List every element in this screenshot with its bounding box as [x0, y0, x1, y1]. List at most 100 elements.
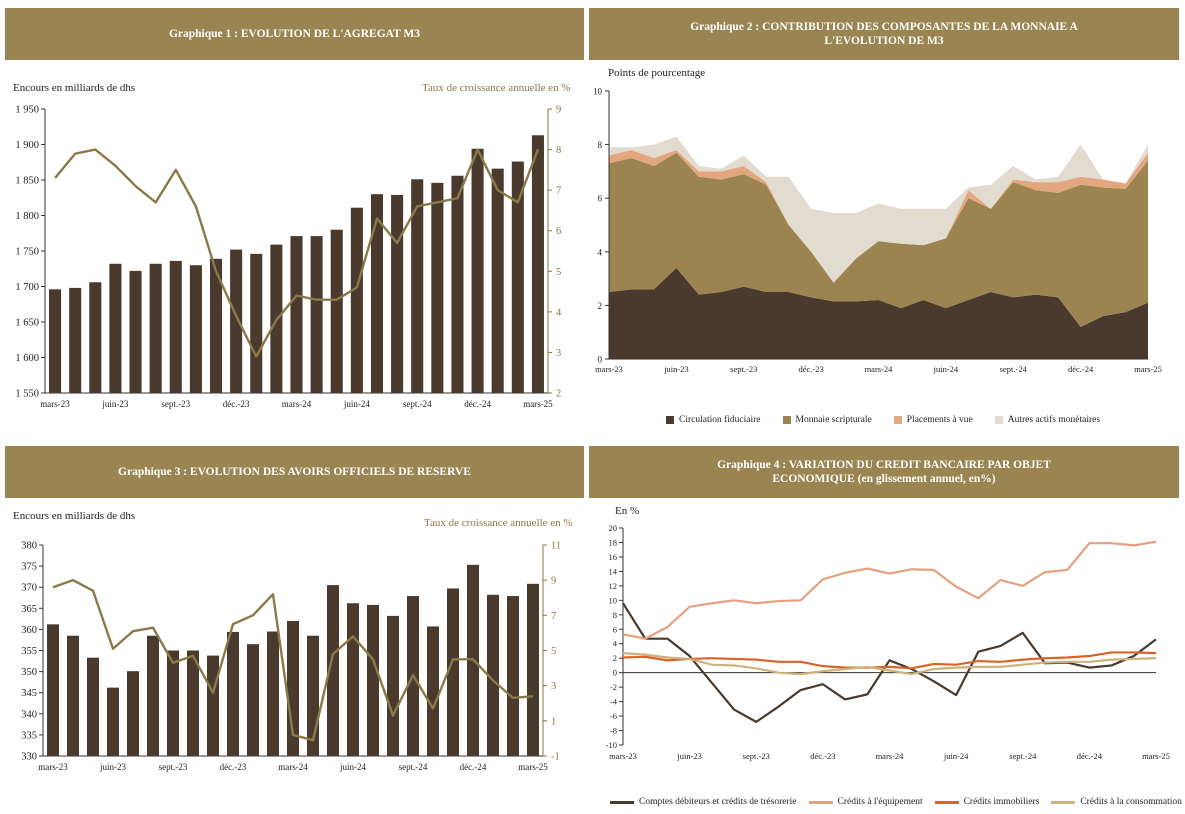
y-tick-label: -4	[610, 697, 618, 707]
bar	[250, 253, 263, 393]
chart2-legend-label: Circulation fiduciaire	[679, 415, 761, 425]
bar	[169, 260, 182, 393]
bar	[107, 687, 119, 756]
y-tick-label: 8	[598, 140, 603, 150]
chart2-legend-item: Monnaie scripturale	[782, 415, 872, 425]
y-tick-label: 330	[21, 752, 37, 763]
y-tick-label: 1 600	[15, 353, 39, 364]
y-tick-label: -2	[610, 682, 617, 692]
y-tick-label: 345	[21, 688, 37, 699]
area-series	[609, 136, 1148, 283]
x-tick-label: sept.-24	[399, 762, 428, 772]
bar	[230, 249, 243, 393]
y-tick-label: 4	[613, 639, 618, 649]
y2-tick-label: 5	[556, 267, 561, 278]
chart4-plot: -10 -8 -6 -4 -2 0 2 4 6 8 10 12 14 16 18 20 mars-23 juin-…	[606, 523, 1170, 761]
bar	[527, 583, 539, 756]
x-tick-label: déc.-23	[810, 751, 835, 761]
y-tick-label: 370	[21, 583, 37, 594]
bar	[49, 289, 62, 393]
x-tick-label: mars-25	[523, 399, 553, 409]
chart4-legend-label: Crédits à l'équipement	[837, 797, 923, 807]
bar	[511, 161, 524, 393]
x-tick-label: juin-24	[343, 399, 370, 409]
bar	[149, 263, 162, 393]
y-tick-label: 335	[21, 730, 37, 741]
bar	[347, 603, 359, 756]
bar	[487, 594, 499, 756]
y-tick-label: 340	[21, 709, 37, 720]
bar	[370, 194, 384, 393]
chart4-title: Graphique 4 : VARIATION DU CREDIT BANCAI…	[589, 446, 1179, 498]
y-tick-label: 10	[609, 595, 618, 605]
chart1-ylabel: Encours en milliards de dhs	[13, 82, 136, 94]
y2-tick-label: 3	[556, 348, 561, 359]
x-tick-label: juin-23	[101, 399, 128, 409]
x-tick-label: mars-23	[38, 762, 68, 772]
bar	[290, 236, 303, 393]
bar	[227, 631, 239, 756]
y-tick-label: 16	[609, 552, 618, 562]
series-line	[622, 651, 1157, 670]
x-tick-label: juin-23	[99, 762, 126, 772]
x-tick-label: sept.-23	[743, 751, 770, 761]
growth-line	[52, 578, 534, 742]
x-tick-label: déc.-24	[464, 399, 491, 409]
y2-tick-label: 7	[551, 611, 556, 622]
y-tick-label: 0	[613, 668, 617, 678]
bar	[427, 626, 439, 756]
bar	[147, 635, 159, 756]
bar	[451, 175, 464, 393]
x-tick-label: juin-24	[933, 364, 959, 374]
bar	[47, 624, 59, 756]
x-tick-label: mars-24	[278, 762, 308, 772]
y-tick-label: 1 950	[15, 105, 39, 116]
y-tick-label: 6	[613, 624, 617, 634]
bar	[247, 644, 259, 756]
x-tick-label: juin-23	[663, 364, 689, 374]
y2-tick-label: 3	[551, 681, 556, 692]
bar	[87, 657, 99, 756]
y-tick-label: 1 650	[15, 318, 39, 329]
bar	[167, 650, 179, 756]
y2-tick-label: 8	[556, 145, 561, 156]
y-tick-label: 1 750	[15, 247, 39, 258]
y2-tick-label: 5	[551, 646, 556, 657]
bar	[327, 585, 339, 756]
x-tick-label: sept.-24	[1009, 751, 1037, 761]
x-tick-label: sept.-23	[730, 364, 757, 374]
y2-tick-label: 9	[556, 105, 561, 116]
chart2-legend-label: Autres actifs monétaires	[1007, 415, 1101, 425]
chart2-legend-item: Circulation fiduciaire	[666, 415, 761, 425]
x-tick-label: juin-24	[339, 762, 366, 772]
x-tick-label: mars-25	[518, 762, 548, 772]
area-series	[609, 152, 1148, 327]
y2-tick-label: -1	[551, 752, 560, 763]
y2-tick-label: 4	[556, 307, 562, 318]
chart2-legend-label: Monnaie scripturale	[795, 415, 872, 425]
y-tick-label: 360	[21, 625, 37, 636]
x-tick-label: juin-24	[943, 751, 969, 761]
bar	[507, 596, 519, 756]
y2-tick-label: 2	[556, 389, 561, 400]
chart4-legend-item: Crédits à l'équipement	[808, 797, 923, 807]
area-series	[609, 267, 1148, 359]
series-line	[622, 652, 1157, 676]
bar	[67, 635, 79, 756]
bar	[387, 615, 399, 756]
x-tick-label: déc.-24	[1068, 364, 1094, 374]
y-tick-label: 1 800	[15, 211, 39, 222]
y-tick-label: -6	[610, 711, 617, 721]
x-tick-label: sept.-24	[403, 399, 432, 409]
chart4-legend-label: Comptes débiteurs et crédits de trésorer…	[639, 797, 797, 807]
y-tick-label: 4	[598, 247, 603, 257]
y-tick-label: 1 550	[15, 389, 39, 400]
y-tick-label: 375	[21, 562, 37, 573]
chart1-title: Graphique 1 : EVOLUTION DE L'AGREGAT M3	[5, 8, 584, 60]
x-tick-label: déc.-24	[1077, 751, 1103, 761]
y-tick-label: 10	[593, 87, 603, 97]
chart2-title: Graphique 2 : CONTRIBUTION DES COMPOSANT…	[589, 8, 1179, 60]
x-tick-label: déc.-23	[220, 762, 247, 772]
chart1-y2label: Taux de croissance annuelle en %	[422, 82, 571, 94]
y-tick-label: -10	[606, 740, 617, 750]
